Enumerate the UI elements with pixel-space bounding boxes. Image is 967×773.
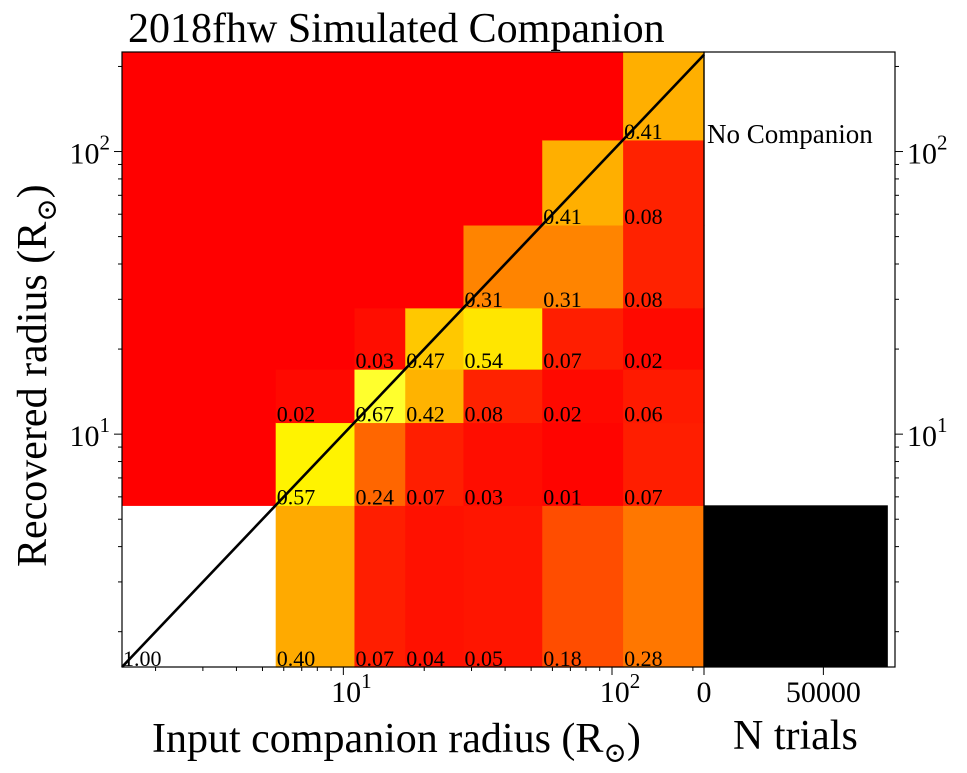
heatmap-cell [354,52,406,141]
cell-value-label: 0.08 [624,204,663,229]
heatmap-cell [623,139,705,226]
side-x-axis-label: N trials [733,713,858,759]
cell-value-label: 0.42 [406,401,445,426]
tick-base: 10 [907,420,937,453]
heatmap-cell [122,52,277,141]
cell-value-label: 0.02 [624,348,663,373]
heatmap-cell [275,224,356,309]
y-tick-label: 101 [70,413,111,453]
cell-value-label: 0.07 [624,484,663,509]
heatmap-cell [542,422,624,506]
heatmap-cell [354,422,406,506]
y-tick-label: 102 [70,131,111,171]
heatmap-cell [275,505,356,668]
heatmap-cell [354,307,406,370]
heatmap-cell [275,52,356,141]
x-axis-label: Input companion radius (R⊙) [152,716,641,769]
side-panel-bars [704,505,888,667]
heatmap-cell [405,224,465,309]
cell-value-label: 0.24 [355,484,394,509]
cell-value-label: 0.02 [277,401,316,426]
heatmap-cell [542,52,624,141]
cell-value-label: 0.03 [355,348,394,373]
tick-base: 10 [70,138,100,171]
x-axis-label-paren: ) [627,716,641,762]
tick-base: 10 [600,676,630,709]
y-axis-label-paren: ) [10,184,56,198]
cell-value-label: 0.03 [464,484,503,509]
heatmap-cell [542,505,624,668]
one-to-one-line [121,53,705,668]
heatmap-cell [405,422,465,506]
heatmap-cell [405,369,465,424]
cell-value-label: 0.01 [543,484,582,509]
n-trials-bar [704,505,888,667]
tick-exponent: 2 [100,131,111,155]
heatmap-cell [542,369,624,424]
heatmap-cell [122,422,277,506]
heatmap-cell [463,307,543,370]
heatmap-cell [463,52,543,141]
y-axis-label: Recovered radius (R⊙) [10,184,63,567]
heatmap-cell [405,139,465,226]
tick-exponent: 1 [100,413,111,437]
heatmap-cell [463,139,543,226]
tick-base: 10 [70,420,100,453]
heatmap-cells [122,52,705,668]
tick-exponent: 1 [937,413,948,437]
heatmap-cell [354,139,406,226]
heatmap-cell [122,369,277,424]
cell-value-label: 0.54 [464,348,503,373]
y2-tick-label: 101 [907,413,948,453]
cell-value-label: 0.08 [464,401,503,426]
heatmap-cell [275,139,356,226]
heatmap-cell [623,224,705,309]
heatmap-cell [623,505,705,668]
cell-value-label: 0.07 [406,484,445,509]
heatmap-cell [623,307,705,370]
heatmap-cell [275,369,356,424]
cell-value-label: 0.08 [624,287,663,312]
heatmap-cell [623,422,705,506]
heatmap-cell [623,369,705,424]
x-tick-label: 102 [600,669,641,709]
cell-value-label: 0.07 [543,348,582,373]
heatmap-cell [122,139,277,226]
heatmap-cell [122,307,277,370]
tick-exponent: 2 [937,131,948,155]
y-axis-label-sub: ⊙ [32,198,63,221]
tick-base: 10 [331,676,361,709]
heatmap-cell [542,307,624,370]
tick-base: 10 [907,138,937,171]
side-x-tick-label: 0 [697,676,712,709]
no-companion-label: No Companion [707,119,873,149]
y-axis-label-text: Recovered radius (R [10,222,56,567]
heatmap-cell [354,224,406,309]
heatmap-cell [122,224,277,309]
heatmap-cell [354,505,406,668]
heatmap-cell [405,52,465,141]
x-tick-label: 101 [331,669,372,709]
x-axis-label-sub: ⊙ [603,738,626,769]
cell-value-label: 0.02 [543,401,582,426]
y2-tick-label: 102 [907,131,948,171]
side-x-tick-label: 50000 [786,676,861,709]
tick-exponent: 2 [630,669,641,693]
side-axes-frame [703,51,896,668]
tick-exponent: 1 [361,669,372,693]
cell-value-label: 0.31 [543,287,582,312]
heatmap-cell [405,505,465,668]
axes [121,51,896,668]
heatmap-cell [463,369,543,424]
chart-title: 2018fhw Simulated Companion [128,6,665,52]
heatmap-cell [463,422,543,506]
heatmap-cell [542,224,624,309]
heatmap-cell [463,505,543,668]
cell-value-label: 0.06 [624,401,663,426]
heatmap-cell [275,307,356,370]
heatmap-cell-labels: 1.00 0.400.570.020.070.240.670.030.040.07… [123,119,663,671]
x-axis-label-text: Input companion radius (R [152,716,603,762]
